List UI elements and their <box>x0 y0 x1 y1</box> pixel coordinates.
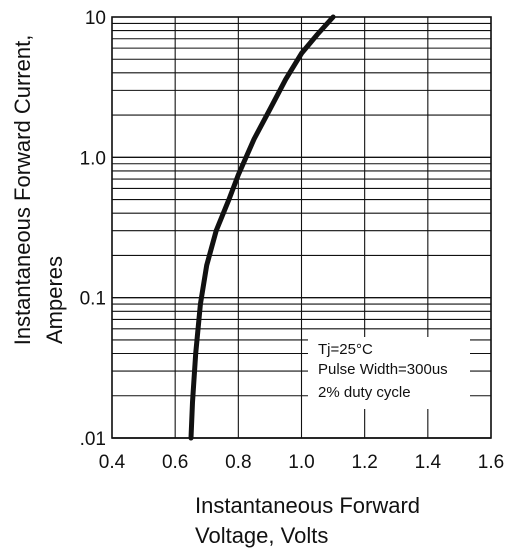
y-tick-label: 1.0 <box>80 148 106 169</box>
x-axis-label-line-1: Instantaneous Forward <box>195 493 420 518</box>
annotation-background <box>308 337 470 409</box>
x-tick-label: 1.6 <box>478 452 504 473</box>
x-tick-labels: 0.4 0.6 0.8 1.0 1.2 1.4 1.6 <box>99 452 504 473</box>
grid <box>111 17 492 439</box>
x-tick-label: 1.2 <box>351 452 377 473</box>
x-tick-label: 1.4 <box>415 452 442 473</box>
y-axis-label-line-1: Instantaneous Forward Current, <box>10 35 35 346</box>
x-tick-label: 0.8 <box>225 452 251 473</box>
annotation-line: Pulse Width=300us <box>318 361 448 378</box>
x-tick-label: 0.4 <box>99 452 126 473</box>
annotation-line: 2% duty cycle <box>318 384 411 401</box>
annotation-line: Tj=25°C <box>318 341 373 358</box>
y-axis-label-line-2: Amperes <box>42 256 67 344</box>
y-tick-label: .01 <box>80 429 106 450</box>
x-tick-label: 1.0 <box>288 452 314 473</box>
forward-current-curve <box>188 14 336 441</box>
y-tick-label: 10 <box>85 8 106 29</box>
annotation-box: Tj=25°C Pulse Width=300us 2% duty cycle <box>308 337 470 409</box>
y-tick-label: 0.1 <box>80 289 106 310</box>
y-tick-labels: .01 0.1 1.0 10 <box>80 8 106 450</box>
x-tick-label: 0.6 <box>162 452 188 473</box>
x-axis-label-line-2: Voltage, Volts <box>195 523 328 548</box>
plot-frame <box>111 16 492 439</box>
